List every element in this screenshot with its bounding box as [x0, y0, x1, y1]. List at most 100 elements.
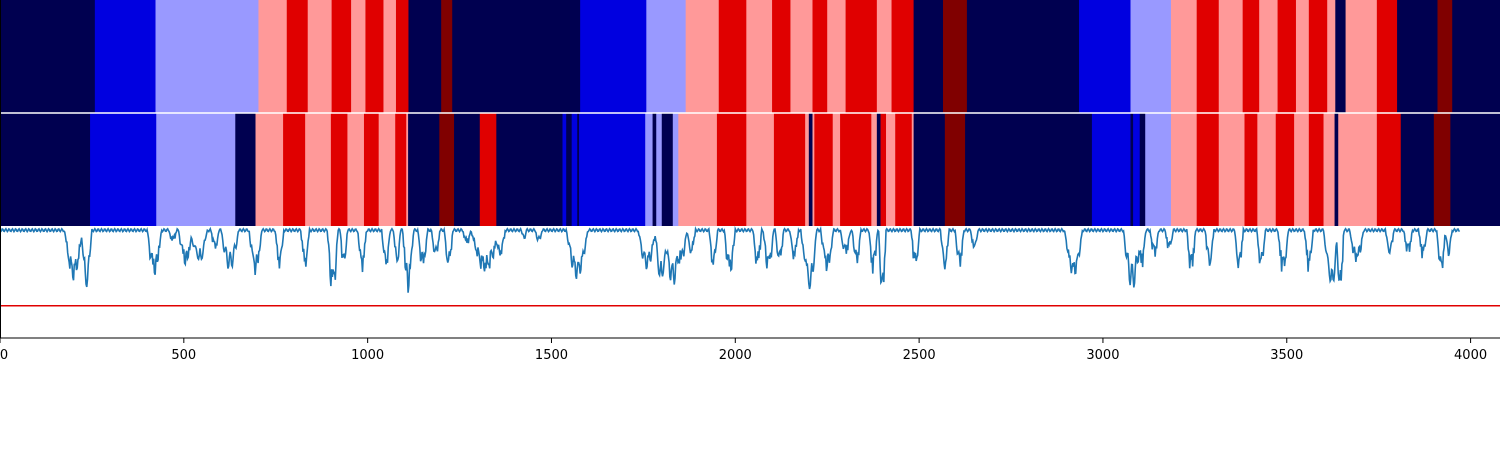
- segment-top-41: [1345, 0, 1378, 113]
- segment-top-27: [943, 0, 968, 113]
- segment-bottom-23: [645, 113, 653, 226]
- segment-bottom-61: [1334, 113, 1339, 226]
- segment-top-28: [966, 0, 1080, 113]
- segment-bottom-14: [439, 113, 455, 226]
- x-tick-label-4000: 4000: [1454, 348, 1487, 363]
- segment-top-12: [441, 0, 453, 113]
- segment-top-4: [286, 0, 309, 113]
- segment-bottom-45: [944, 113, 966, 226]
- segment-bottom-48: [1130, 113, 1134, 226]
- segment-bottom-8: [347, 113, 365, 226]
- signal-panel: [0, 225, 1500, 338]
- segment-top-26: [913, 0, 944, 113]
- segment-bottom-19: [566, 113, 573, 226]
- segment-top-29: [1079, 0, 1131, 113]
- segment-top-34: [1242, 0, 1260, 113]
- segment-top-8: [365, 0, 384, 113]
- segment-bottom-0: [0, 113, 91, 226]
- axes-frame: [0, 0, 1500, 339]
- segment-top-21: [812, 0, 828, 113]
- segment-top-15: [646, 0, 687, 113]
- segment-top-0: [0, 0, 96, 113]
- segment-bottom-58: [1294, 113, 1310, 226]
- segment-top-20: [790, 0, 813, 113]
- segment-bottom-16: [479, 113, 497, 226]
- x-tick-label-1500: 1500: [535, 348, 568, 363]
- segment-bottom-37: [840, 113, 872, 226]
- segment-bottom-26: [661, 113, 674, 226]
- x-axis: 0 500 1000 1500 2000 2500 3000 3500 4000: [0, 338, 1487, 363]
- segment-top-44: [1437, 0, 1453, 113]
- segment-bottom-30: [746, 113, 775, 226]
- segment-bottom-64: [1400, 113, 1435, 226]
- segment-bottom-51: [1145, 113, 1172, 226]
- segment-bottom-33: [808, 113, 813, 226]
- segment-bottom-42: [895, 113, 913, 226]
- segment-top-10: [395, 0, 409, 113]
- x-tick-label-3500: 3500: [1270, 348, 1303, 363]
- segment-top-14: [580, 0, 647, 113]
- segment-bottom-63: [1376, 113, 1402, 226]
- segment-bottom-56: [1257, 113, 1277, 226]
- segment-top-3: [258, 0, 288, 113]
- segment-bottom-66: [1450, 113, 1500, 226]
- segment-top-39: [1327, 0, 1336, 113]
- x-tick-label-0: 0: [0, 348, 8, 363]
- segment-bottom-46: [965, 113, 1093, 226]
- segment-bottom-3: [235, 113, 256, 226]
- segment-bottom-50: [1139, 113, 1146, 226]
- segment-bottom-20: [571, 113, 578, 226]
- segment-top-22: [827, 0, 846, 113]
- segment-top-5: [307, 0, 333, 113]
- segment-bottom-17: [496, 113, 563, 226]
- x-tick-label-2500: 2500: [903, 348, 936, 363]
- segment-strip-bottom: [0, 113, 1500, 226]
- segment-top-38: [1308, 0, 1328, 113]
- x-tick-label-500: 500: [171, 348, 196, 363]
- segment-top-43: [1397, 0, 1438, 113]
- segment-top-37: [1295, 0, 1310, 113]
- segment-top-18: [746, 0, 773, 113]
- segment-bottom-32: [805, 113, 810, 226]
- segment-bottom-38: [871, 113, 878, 226]
- segment-top-24: [876, 0, 892, 113]
- segment-top-45: [1452, 0, 1500, 113]
- segment-top-36: [1277, 0, 1297, 113]
- segment-top-40: [1335, 0, 1346, 113]
- segment-bottom-47: [1091, 113, 1131, 226]
- segment-bottom-52: [1170, 113, 1198, 226]
- segment-bottom-27: [672, 113, 679, 226]
- segment-top-16: [685, 0, 720, 113]
- x-tick-label-1000: 1000: [351, 348, 384, 363]
- segment-bottom-29: [716, 113, 747, 226]
- segment-bottom-65: [1433, 113, 1451, 226]
- segment-bottom-54: [1218, 113, 1245, 226]
- segment-bottom-10: [378, 113, 396, 226]
- segment-top-9: [383, 0, 397, 113]
- segment-bottom-25: [656, 113, 663, 226]
- segment-top-17: [718, 0, 747, 113]
- segment-top-33: [1218, 0, 1244, 113]
- segment-bottom-60: [1323, 113, 1335, 226]
- segment-bottom-57: [1275, 113, 1295, 226]
- segment-bottom-36: [832, 113, 841, 226]
- segment-top-1: [94, 0, 156, 113]
- segment-bottom-34: [812, 113, 815, 226]
- segment-bottom-4: [255, 113, 284, 226]
- segment-bottom-39: [876, 113, 881, 226]
- x-tick-label-3000: 3000: [1086, 348, 1119, 363]
- segment-bottom-22: [579, 113, 646, 226]
- segment-bottom-15: [454, 113, 481, 226]
- segment-bottom-2: [156, 113, 236, 226]
- segment-bottom-35: [814, 113, 834, 226]
- segment-top-6: [331, 0, 352, 113]
- segment-bottom-7: [330, 113, 348, 226]
- segment-bottom-5: [283, 113, 306, 226]
- segment-top-25: [891, 0, 914, 113]
- segment-top-13: [452, 0, 581, 113]
- segment-bottom-55: [1244, 113, 1258, 226]
- segment-bottom-28: [678, 113, 718, 226]
- segment-bottom-59: [1308, 113, 1324, 226]
- segment-bottom-11: [395, 113, 407, 226]
